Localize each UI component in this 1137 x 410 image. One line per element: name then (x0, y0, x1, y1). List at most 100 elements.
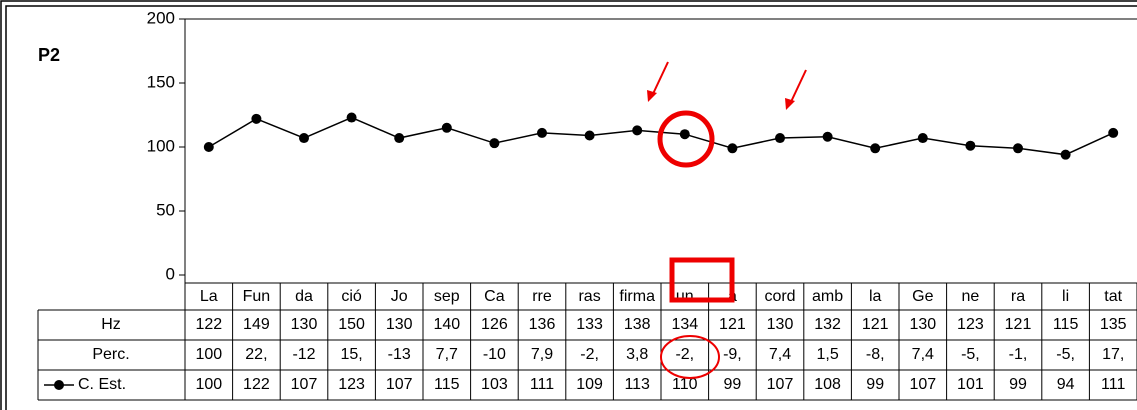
cell: 111 (530, 376, 554, 393)
cell: -2, (675, 346, 694, 363)
cell: 130 (767, 316, 794, 333)
cell: 126 (481, 316, 508, 333)
cell: 123 (338, 376, 365, 393)
arrow (789, 69, 807, 105)
y-tick-label: 100 (147, 136, 175, 155)
cell: 121 (1005, 316, 1032, 333)
cell: 133 (576, 316, 603, 333)
cell: -1, (1009, 346, 1028, 363)
point (822, 131, 833, 142)
cell: 109 (576, 376, 603, 393)
point (1013, 143, 1023, 154)
point (775, 133, 785, 144)
x-tick-label: La (200, 288, 218, 305)
cell: 113 (624, 376, 650, 393)
point (917, 133, 928, 144)
cell: 17, (1102, 346, 1124, 363)
point (489, 138, 500, 149)
cell: 130 (291, 316, 318, 333)
row-label: Perc. (92, 346, 129, 363)
highlight-box (669, 257, 735, 303)
cell: 15, (340, 346, 362, 363)
x-tick-label: cord (764, 288, 795, 305)
point (346, 112, 357, 123)
cell: 99 (724, 376, 742, 393)
cell: -13 (388, 346, 411, 363)
y-tick-label: 150 (147, 72, 175, 91)
cell: 101 (957, 376, 984, 393)
cell: 100 (195, 376, 222, 393)
cell: 135 (1100, 316, 1127, 333)
x-tick-label: Jo (391, 288, 408, 305)
chart-title: P2 (38, 45, 60, 65)
x-tick-label: Fun (243, 288, 271, 305)
cell: 134 (671, 316, 698, 333)
cell: -2, (580, 346, 599, 363)
point (537, 127, 547, 138)
cell: 150 (338, 316, 365, 333)
cell: 3,8 (626, 346, 648, 363)
arrow-head (647, 90, 657, 102)
x-tick-label: Ge (912, 288, 933, 305)
cell: 111 (1101, 376, 1125, 393)
x-tick-label: Ca (484, 288, 505, 305)
cell: -9, (723, 346, 742, 363)
cell: 7,7 (436, 346, 458, 363)
cell: 1,5 (816, 346, 838, 363)
cell: 122 (243, 376, 270, 393)
cell: 121 (862, 316, 889, 333)
cell: 99 (866, 376, 884, 393)
x-tick-label: ras (578, 288, 600, 305)
x-tick-label: rre (532, 288, 552, 305)
cell: 140 (433, 316, 460, 333)
cell: -5, (961, 346, 980, 363)
cell: 123 (957, 316, 984, 333)
x-tick-label: da (295, 288, 313, 305)
y-tick-label: 50 (156, 200, 175, 219)
legend-marker (54, 380, 64, 390)
point (203, 142, 214, 152)
cell: 130 (909, 316, 936, 333)
cell: 99 (1009, 376, 1027, 393)
y-tick-label: 0 (166, 264, 175, 283)
cell: 149 (243, 316, 270, 333)
cell: 7,4 (912, 346, 934, 363)
cell: -12 (292, 346, 315, 363)
arrow-head (785, 98, 795, 110)
y-tick-label: 200 (147, 8, 175, 27)
x-tick-label: ra (1011, 288, 1025, 305)
cell: 122 (195, 316, 222, 333)
cell: 121 (719, 316, 746, 333)
cell: -10 (483, 346, 506, 363)
point (394, 133, 405, 144)
point (251, 113, 262, 124)
cell: 7,4 (769, 346, 791, 363)
point (1108, 127, 1119, 138)
cell: 107 (767, 376, 794, 393)
arrow (651, 61, 669, 97)
x-tick-label: tat (1104, 288, 1122, 305)
x-tick-label: sep (434, 288, 460, 305)
point (441, 122, 452, 133)
cell: 107 (909, 376, 936, 393)
point (632, 125, 643, 136)
point (1060, 149, 1071, 160)
cell: 115 (1053, 316, 1079, 333)
x-tick-label: li (1062, 288, 1069, 305)
cell: 100 (195, 346, 222, 363)
point (727, 143, 738, 154)
cell: 103 (481, 376, 508, 393)
cell: 7,9 (531, 346, 553, 363)
x-tick-label: ció (341, 288, 362, 305)
cell: 115 (434, 376, 460, 393)
point (584, 130, 595, 141)
x-tick-label: un (676, 288, 694, 305)
highlight-circle (657, 110, 715, 168)
x-tick-label: ne (962, 288, 980, 305)
cell: 136 (529, 316, 556, 333)
x-tick-label: firma (619, 288, 655, 305)
cell: 22, (245, 346, 267, 363)
frame-inner (5, 5, 1137, 410)
